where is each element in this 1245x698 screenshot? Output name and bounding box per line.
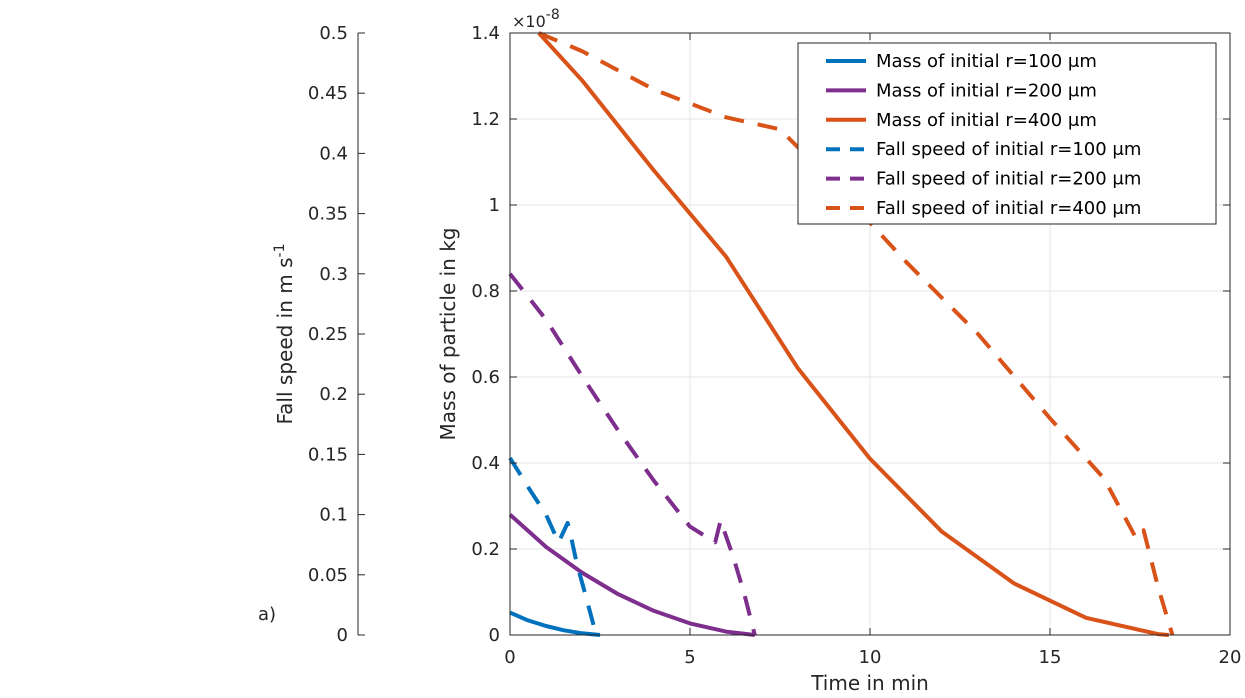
- mass-tick-label: 0.8: [471, 281, 500, 302]
- mass-tick-label: 1: [489, 195, 500, 216]
- legend-label: Fall speed of initial r=400 μm: [876, 198, 1141, 219]
- x-tick-label: 15: [1039, 647, 1062, 668]
- series-layer: [508, 31, 1175, 637]
- legend-box: [797, 42, 1217, 225]
- speed-axis: 0 0.05 0.1 0.15 0.2 0.25 0.3 0.35 0.4 0.45 0.5 Fal…: [258, 23, 365, 646]
- series-line-6: [538, 31, 1175, 636]
- speed-tick-label: 0.25: [308, 324, 348, 345]
- mass-tick-label: 0.4: [471, 453, 500, 474]
- mass-tick-label: 1.4: [471, 23, 500, 44]
- panel-label: a): [258, 604, 276, 625]
- speed-tick-label: 0.5: [319, 23, 348, 44]
- x-tick-label: 0: [504, 647, 515, 668]
- mass-tick-label: 0.6: [471, 367, 500, 388]
- x-tick-label: 20: [1219, 647, 1242, 668]
- x-tick-label: 10: [859, 647, 882, 668]
- mass-ticks: 0 0.2 0.4 0.6 0.8 1 1.2 1.4: [471, 23, 1230, 646]
- x-axis-label: Time in min: [810, 671, 929, 695]
- speed-tick-label: 0: [337, 625, 348, 646]
- legend-label: Mass of initial r=200 μm: [876, 80, 1097, 101]
- mass-tick-label: 1.2: [471, 109, 500, 130]
- speed-ticks: 0 0.05 0.1 0.15 0.2 0.25 0.3 0.35 0.4 0.45 0.5: [308, 23, 365, 646]
- speed-axis-label: Fall speed in m s-1: [272, 244, 297, 425]
- speed-tick-label: 0.05: [308, 565, 348, 586]
- series-line-2: [508, 513, 756, 637]
- legend-label: Mass of initial r=400 μm: [876, 110, 1097, 131]
- legend-label: Mass of initial r=100 μm: [876, 51, 1097, 72]
- speed-tick-label: 0.15: [308, 444, 348, 465]
- speed-tick-label: 0.2: [319, 384, 348, 405]
- legend-label: Fall speed of initial r=200 μm: [876, 169, 1141, 190]
- speed-tick-label: 0.45: [308, 83, 348, 104]
- legend: Mass of initial r=100 μm Mass of initial …: [797, 42, 1217, 225]
- mass-exponent-label: ×10-8: [512, 7, 560, 31]
- speed-tick-label: 0.3: [319, 264, 348, 285]
- legend-items: Mass of initial r=100 μm Mass of initial …: [826, 51, 1141, 219]
- speed-tick-label: 0.4: [319, 143, 348, 164]
- series-line-5: [508, 272, 757, 636]
- speed-tick-label: 0.35: [308, 204, 348, 225]
- legend-label: Fall speed of initial r=100 μm: [876, 139, 1141, 160]
- series-line-1: [509, 610, 601, 637]
- mass-tick-label: 0.2: [471, 539, 500, 560]
- mass-axis-label: Mass of particle in kg: [436, 228, 460, 441]
- x-ticks: 0 5 10 15 20: [504, 33, 1241, 668]
- series-line-3: [537, 31, 1169, 637]
- x-tick-label: 5: [684, 647, 695, 668]
- mass-tick-label: 0: [489, 625, 500, 646]
- speed-tick-label: 0.1: [319, 505, 348, 526]
- series-line-4: [508, 456, 602, 637]
- grid: [510, 33, 1230, 635]
